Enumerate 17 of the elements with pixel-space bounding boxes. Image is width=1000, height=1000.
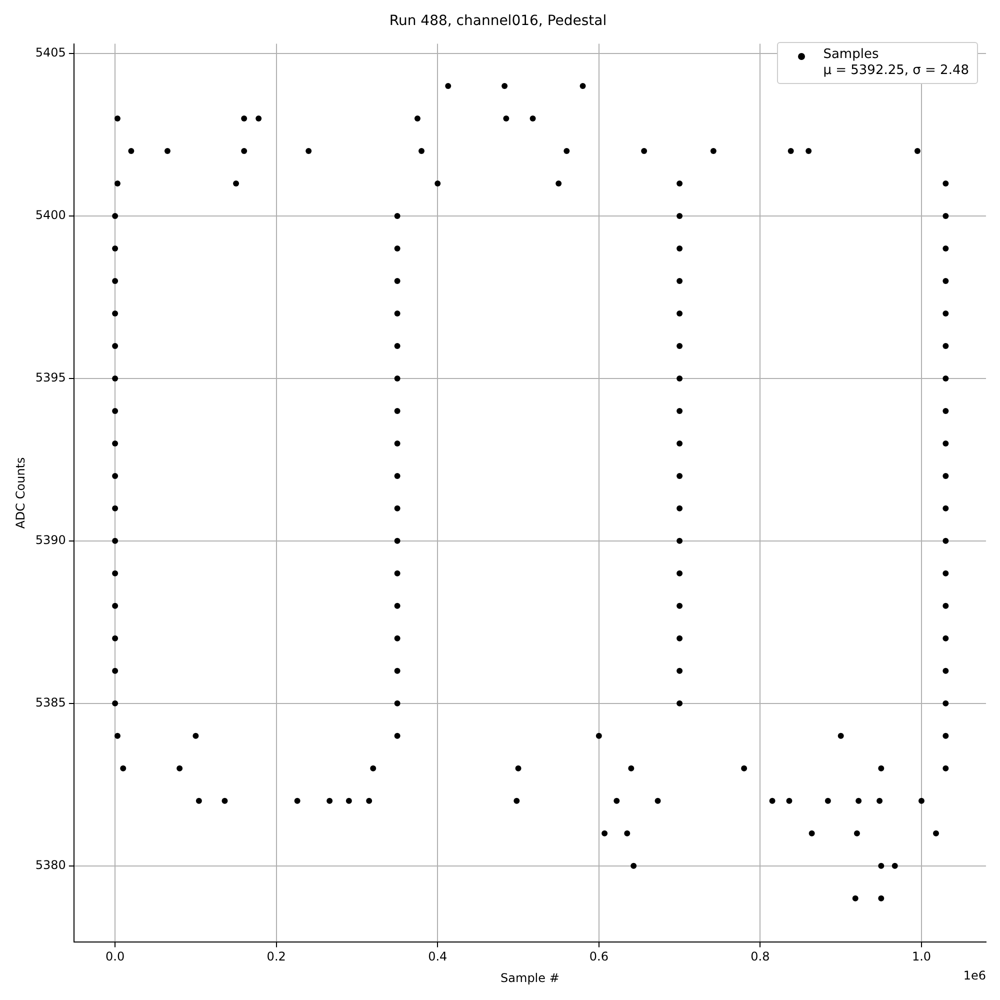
y-tick-label: 5395 bbox=[35, 370, 66, 385]
x-tick-label: 1.0 bbox=[912, 950, 932, 964]
x-axis-title: Sample # bbox=[500, 970, 560, 985]
chart-title: Run 488, channel016, Pedestal bbox=[389, 13, 607, 30]
x-tick-label: 0.2 bbox=[266, 950, 286, 964]
y-tick-label: 5385 bbox=[35, 696, 66, 710]
x-tick-label: 0.0 bbox=[106, 950, 125, 964]
y-tick-label: 5380 bbox=[35, 858, 66, 872]
text: 1e6 bbox=[963, 968, 986, 982]
x-tick-label: 0.8 bbox=[750, 950, 770, 964]
x-tick-label: 0.4 bbox=[428, 950, 448, 964]
legend-label: Samples μ = 5392.25, σ = 2.48 bbox=[823, 47, 969, 79]
y-axis-title: ADC Counts bbox=[13, 457, 28, 529]
x-tick-label: 0.6 bbox=[589, 950, 608, 964]
y-tick-label: 5400 bbox=[35, 208, 66, 222]
y-tick-label: 5390 bbox=[35, 533, 66, 548]
y-tick-label: 5405 bbox=[35, 46, 66, 60]
